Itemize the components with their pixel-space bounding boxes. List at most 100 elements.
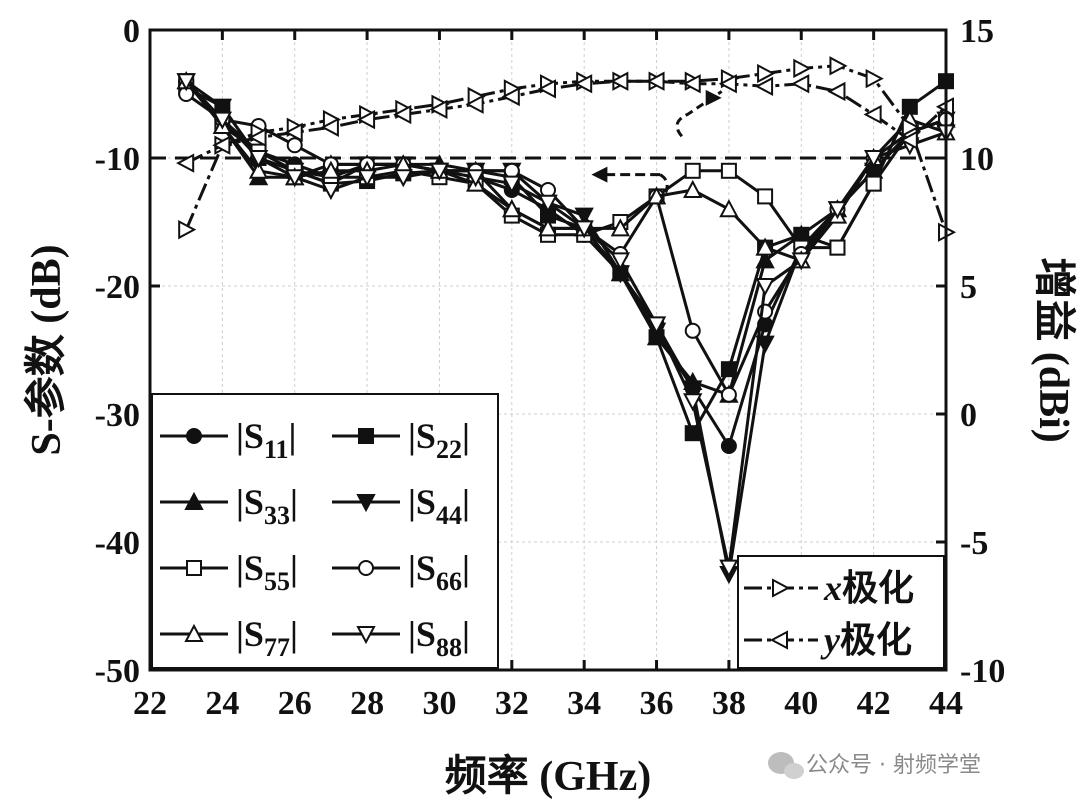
- arrow-left-icon: [591, 166, 608, 183]
- data-point: [465, 94, 484, 114]
- x-tick-label: 22: [133, 685, 167, 722]
- data-point: [901, 117, 920, 137]
- y-right-tick-label: -5: [960, 525, 988, 562]
- data-point: [683, 380, 703, 399]
- legend-box: [737, 555, 945, 669]
- data-point: [184, 623, 204, 642]
- data-point: [178, 220, 197, 240]
- wechat-icon: [768, 752, 804, 779]
- x-tick-label: 38: [712, 685, 746, 722]
- axis-ticks: 22 24 26 28 30 32 34 36 38 40 42 440-10-20-30-40-50…: [95, 13, 1006, 722]
- legend-label: |S33|: [236, 482, 298, 530]
- data-point: [176, 153, 195, 173]
- series-s88: [176, 73, 956, 578]
- data-point: [684, 322, 701, 339]
- data-point: [284, 122, 303, 143]
- data-point: [793, 58, 812, 79]
- x-tick-label: 42: [857, 685, 891, 722]
- legend-label: |S11|: [236, 416, 296, 464]
- data-point: [646, 316, 667, 335]
- legend-label: y极化: [820, 620, 912, 660]
- y-right-tick-label: 0: [960, 397, 977, 434]
- y-right-tick-label: 10: [960, 141, 994, 178]
- data-point: [502, 199, 522, 218]
- data-point: [574, 74, 593, 94]
- data-point: [899, 130, 918, 150]
- data-point: [321, 182, 341, 201]
- data-point: [176, 73, 196, 92]
- legend-label: |S22|: [408, 416, 470, 464]
- data-point: [538, 218, 558, 237]
- data-point: [574, 207, 594, 226]
- series-line: [184, 64, 948, 233]
- legend-label: |S44|: [408, 482, 470, 530]
- data-point: [769, 630, 788, 650]
- annotation-curve-left: [658, 173, 669, 204]
- data-point: [356, 109, 376, 130]
- data-point: [683, 179, 703, 198]
- data-point: [757, 63, 776, 84]
- data-point: [393, 169, 413, 188]
- data-point: [320, 117, 339, 137]
- plot-frame: [148, 28, 948, 672]
- data-point: [863, 104, 882, 125]
- data-point: [357, 169, 377, 188]
- data-point: [212, 111, 233, 130]
- data-point: [718, 74, 737, 94]
- legend-label: |S55|: [236, 548, 298, 596]
- data-point: [321, 160, 341, 179]
- data-point: [791, 74, 810, 94]
- data-point: [285, 169, 305, 188]
- x-tick-label: 40: [784, 685, 818, 722]
- data-point: [719, 559, 739, 578]
- data-point: [501, 86, 520, 107]
- data-point: [646, 71, 665, 91]
- legend-gain: x极化 y极化: [737, 555, 945, 669]
- data-point: [827, 81, 846, 102]
- data-point: [791, 252, 811, 271]
- legend-label: x极化: [823, 568, 914, 608]
- data-point: [429, 162, 450, 181]
- series-line: [185, 80, 947, 262]
- data-point: [682, 74, 701, 94]
- data-point: [829, 56, 848, 76]
- data-point: [720, 438, 737, 454]
- y-left-tick-label: -50: [95, 653, 140, 690]
- data-point: [184, 491, 204, 510]
- x-tick-label: 36: [640, 685, 674, 722]
- series-line: [185, 80, 947, 570]
- data-point: [683, 393, 703, 412]
- x-tick-label: 32: [495, 685, 529, 722]
- watermark: 公众号 · 射频学堂: [768, 752, 981, 779]
- data-point: [684, 162, 701, 179]
- data-point: [538, 194, 558, 213]
- data-point: [248, 127, 267, 148]
- x-tick-label: 30: [422, 685, 456, 722]
- y-left-axis-title: S-参数 (dB): [23, 244, 70, 455]
- data-point: [537, 79, 556, 99]
- data-point: [248, 160, 269, 179]
- x-tick-label: 28: [350, 685, 384, 722]
- data-point: [755, 335, 775, 354]
- annotation-curve-right: [675, 90, 723, 138]
- data-point: [610, 252, 631, 271]
- data-point: [186, 560, 202, 576]
- arrow-right-icon: [705, 89, 722, 106]
- x-axis-title: 频率 (GHz): [445, 753, 651, 800]
- data-point: [212, 135, 231, 155]
- watermark-text: 公众号 · 射频学堂: [806, 753, 981, 778]
- data-point: [465, 169, 486, 188]
- data-point: [772, 578, 791, 598]
- data-point: [865, 68, 884, 89]
- y-right-axis-title: 增益 (dBi): [1030, 257, 1077, 443]
- data-point: [356, 626, 376, 645]
- data-point: [863, 150, 884, 169]
- data-point: [356, 494, 376, 513]
- series-line: [185, 92, 947, 397]
- data-point: [865, 175, 882, 192]
- data-point: [754, 76, 774, 96]
- series-y-polarization: [176, 71, 954, 173]
- data-point: [358, 428, 374, 444]
- data-point: [720, 386, 737, 403]
